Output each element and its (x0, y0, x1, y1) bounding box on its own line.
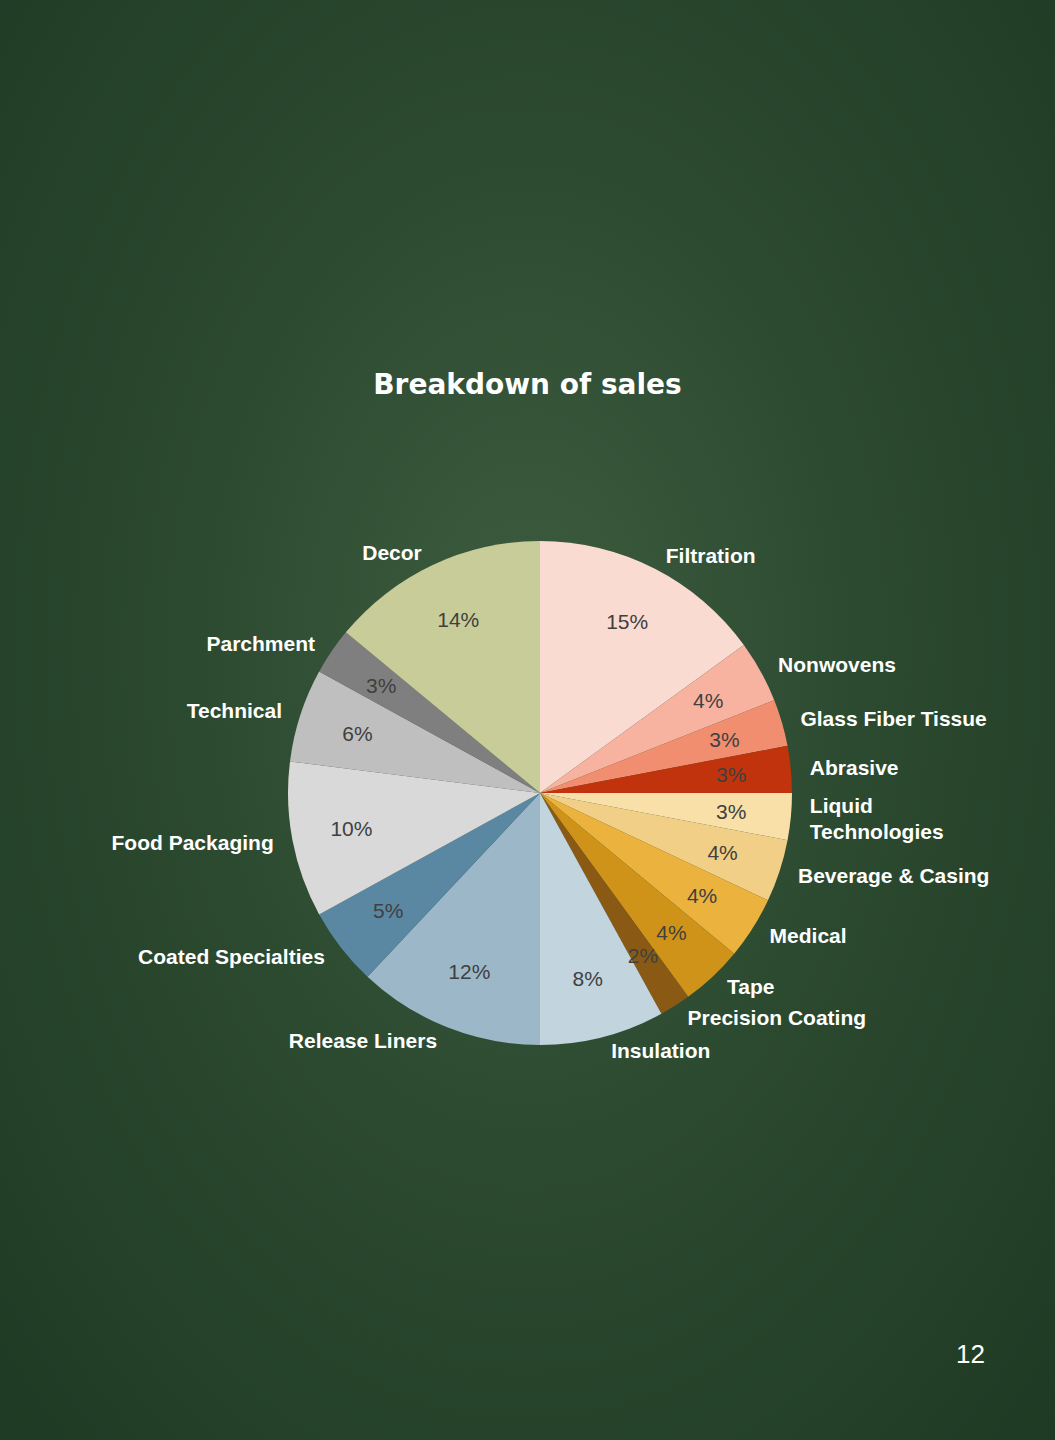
svg-text:Tape: Tape (727, 975, 774, 998)
svg-text:Food Packaging: Food Packaging (112, 831, 274, 854)
svg-text:Technologies: Technologies (810, 820, 944, 843)
svg-text:Release Liners: Release Liners (289, 1029, 437, 1052)
svg-text:Insulation: Insulation (611, 1039, 710, 1062)
svg-text:Decor: Decor (362, 541, 422, 564)
svg-text:14%: 14% (437, 608, 479, 631)
svg-text:4%: 4% (687, 884, 717, 907)
svg-text:8%: 8% (573, 967, 603, 990)
svg-text:2%: 2% (628, 944, 658, 967)
svg-text:4%: 4% (693, 689, 723, 712)
svg-text:4%: 4% (707, 841, 737, 864)
svg-text:Liquid: Liquid (810, 794, 873, 817)
svg-text:3%: 3% (709, 728, 739, 751)
svg-text:Technical: Technical (187, 699, 282, 722)
svg-text:5%: 5% (373, 899, 403, 922)
svg-text:3%: 3% (716, 763, 746, 786)
svg-text:Breakdown of sales: Breakdown of sales (373, 368, 681, 401)
html-text:12: 12 (956, 1339, 985, 1369)
svg-text:4%: 4% (656, 921, 686, 944)
svg-text:3%: 3% (366, 674, 396, 697)
svg-text:Nonwovens: Nonwovens (778, 653, 896, 676)
svg-text:Glass Fiber Tissue: Glass Fiber Tissue (800, 707, 986, 730)
svg-text:10%: 10% (330, 817, 372, 840)
svg-text:Abrasive: Abrasive (810, 756, 899, 779)
svg-text:12%: 12% (448, 960, 490, 983)
svg-text:Precision Coating: Precision Coating (688, 1006, 867, 1029)
svg-text:6%: 6% (342, 722, 372, 745)
svg-text:Medical: Medical (770, 924, 847, 947)
svg-text:Coated Specialties: Coated Specialties (138, 945, 325, 968)
svg-text:Beverage & Casing: Beverage & Casing (798, 864, 989, 887)
svg-text:3%: 3% (716, 800, 746, 823)
svg-text:Filtration: Filtration (666, 544, 756, 567)
svg-text:Parchment: Parchment (206, 632, 315, 655)
svg-text:15%: 15% (606, 610, 648, 633)
